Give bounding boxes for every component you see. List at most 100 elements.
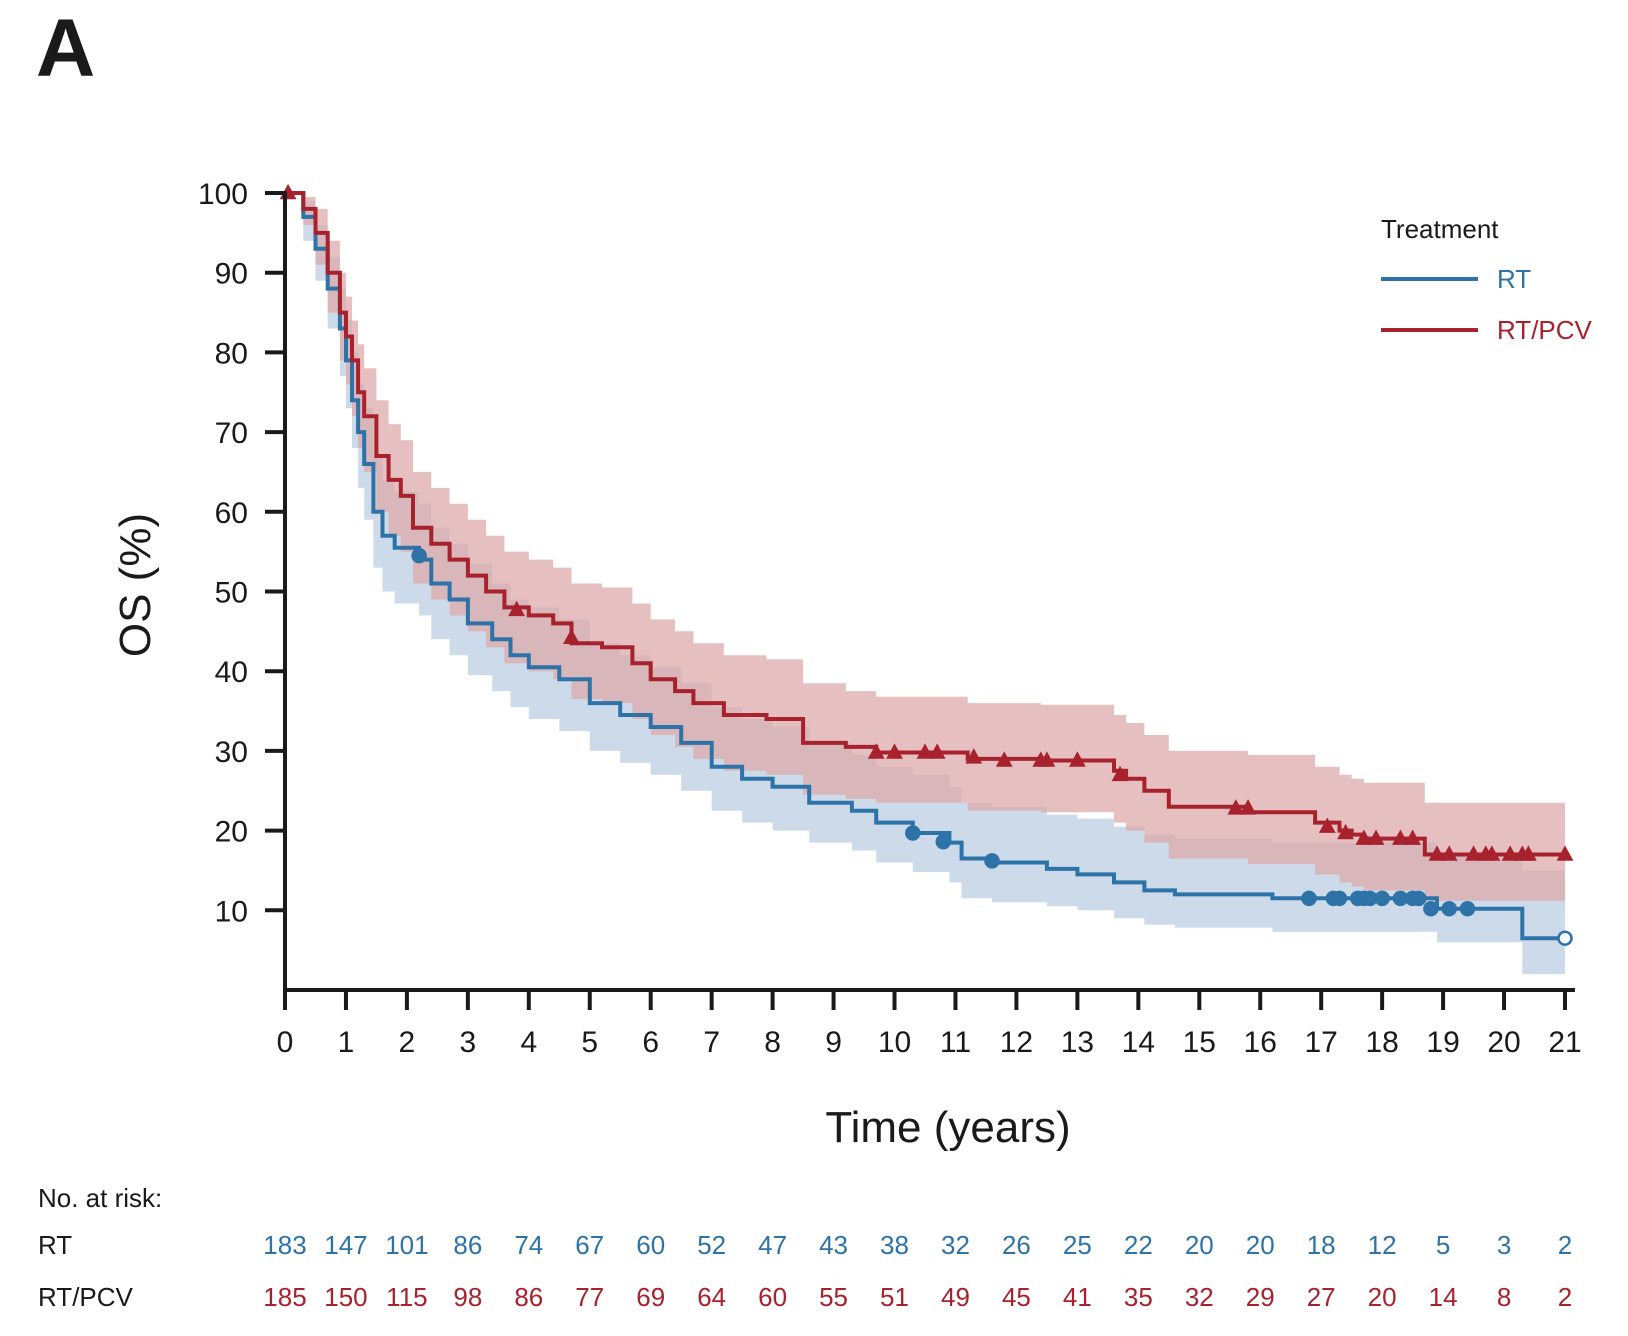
x-tick-label: 18 [1365, 1026, 1398, 1059]
censor-marker-rtpcv [1440, 845, 1458, 861]
legend: Treatment RT RT/PCV [1381, 214, 1593, 345]
censor-marker-rt [1459, 900, 1476, 917]
y-tick-label: 100 [198, 178, 248, 211]
risk-row-label: RT/PCV [38, 1282, 133, 1312]
censor-marker-rt [1374, 890, 1390, 907]
x-tick-label: 8 [764, 1026, 781, 1059]
risk-value: 25 [1062, 1230, 1092, 1260]
risk-value: 69 [636, 1282, 666, 1312]
x-tick-label: 13 [1061, 1026, 1094, 1059]
risk-value: 32 [1184, 1282, 1214, 1312]
risk-row-label: RT [38, 1230, 73, 1260]
censor-marker-rtpcv [1337, 823, 1354, 840]
risk-value: 101 [385, 1230, 429, 1260]
y-tick-label: 60 [215, 497, 248, 530]
x-tick-label: 10 [878, 1026, 911, 1059]
censor-marker-rt [411, 547, 427, 564]
risk-value: 12 [1367, 1230, 1397, 1260]
x-tick-label: 21 [1548, 1026, 1581, 1059]
risk-value: 27 [1306, 1282, 1336, 1312]
censor-marker-rtpcv [1483, 845, 1501, 861]
censor-marker-rtpcv [965, 748, 983, 764]
y-tick-label: 90 [215, 258, 248, 291]
censor-marker-rt [905, 825, 921, 841]
legend-label-rtpcv: RT/PCV [1497, 315, 1593, 345]
risk-value: 183 [263, 1230, 307, 1260]
censor-marker-rtpcv [1355, 829, 1373, 845]
censor-marker-rt [1331, 890, 1348, 907]
risk-row-rt: RT 183 147 101 86 74 67 60 52 47 43 38 32 26 25 22 20 20… [0, 1230, 1628, 1264]
risk-value: 20 [1184, 1230, 1214, 1260]
risk-value: 55 [819, 1282, 849, 1312]
censor-marker-rtpcv [995, 751, 1013, 767]
risk-value: 43 [819, 1230, 849, 1260]
risk-value: 98 [453, 1282, 483, 1312]
censor-marker-rtpcv [1038, 751, 1056, 767]
x-tick-label: 20 [1487, 1026, 1520, 1059]
survival-curve-rtpcv [285, 191, 1565, 857]
risk-value: 49 [941, 1282, 970, 1312]
x-tick-label: 1 [338, 1026, 355, 1059]
x-tick-label: 5 [581, 1026, 598, 1059]
risk-value: 45 [1001, 1282, 1031, 1312]
legend-title: Treatment [1381, 214, 1499, 244]
risk-value: 185 [263, 1282, 307, 1312]
censor-marker-rtpcv [1367, 829, 1385, 845]
y-tick-label: 40 [215, 656, 248, 689]
risk-value: 86 [453, 1230, 483, 1260]
censor-marker-rtpcv [1428, 845, 1446, 861]
censor-marker-rt [1557, 930, 1573, 946]
risk-table-title: No. at risk: [38, 1183, 163, 1213]
risk-row-rtpcv: RT/PCV 185 150 115 98 86 77 69 64 60 55 51 49 45 41 35… [0, 1282, 1628, 1316]
risk-value: 29 [1245, 1282, 1275, 1312]
risk-value: 22 [1123, 1230, 1153, 1260]
censor-marker-rt [1410, 890, 1427, 907]
x-tick-label: 9 [825, 1026, 842, 1059]
censor-marker-rtpcv [916, 743, 934, 759]
risk-value: 3 [1496, 1230, 1512, 1260]
risk-value: 20 [1367, 1282, 1397, 1312]
censor-marker-rt [1301, 890, 1317, 907]
x-tick-label: 7 [703, 1026, 720, 1059]
censor-marker-rtpcv [1227, 799, 1245, 815]
risk-value: 5 [1435, 1230, 1451, 1260]
risk-value: 77 [575, 1282, 605, 1312]
y-tick-label: 70 [215, 417, 248, 450]
risk-value: 51 [880, 1282, 909, 1312]
risk-value: 35 [1123, 1282, 1153, 1312]
censor-marker-rtpcv [1556, 845, 1574, 861]
censor-marker-rt [1441, 900, 1457, 917]
risk-value: 32 [941, 1230, 970, 1260]
censor-marker-rtpcv [1465, 845, 1482, 861]
risk-value: 150 [324, 1282, 368, 1312]
censor-marker-rtpcv [886, 743, 903, 759]
x-tick-label: 15 [1183, 1026, 1216, 1059]
legend-label-rt: RT [1497, 264, 1531, 294]
censor-marker-rtpcv [1392, 829, 1409, 845]
censor-marker-rt [1423, 900, 1439, 917]
y-axis-title: OS (%) [111, 513, 160, 657]
x-axis-title: Time (years) [825, 1103, 1070, 1152]
x-tick-label: 4 [520, 1026, 537, 1059]
censor-marker-rtpcv [1520, 845, 1537, 861]
risk-value: 38 [880, 1230, 909, 1260]
x-tick-label: 2 [399, 1026, 416, 1059]
censor-marker-rtpcv [508, 600, 526, 617]
censor-marker-rtpcv [867, 743, 885, 759]
risk-value: 67 [575, 1230, 605, 1260]
confidence-bands [285, 193, 1565, 975]
x-tick-label: 11 [940, 1026, 971, 1059]
risk-value: 115 [386, 1282, 428, 1312]
survival-curve-rt [285, 191, 1565, 941]
risk-value: 60 [758, 1282, 788, 1312]
y-tick-label: 30 [215, 736, 248, 769]
survival-curves [285, 191, 1565, 941]
x-tick-label: 12 [1000, 1026, 1033, 1059]
risk-value: 14 [1428, 1282, 1458, 1312]
x-tick-label: 19 [1426, 1026, 1459, 1059]
risk-value: 20 [1245, 1230, 1275, 1260]
censor-marker-rtpcv [928, 743, 946, 759]
x-tick-label: 16 [1244, 1026, 1277, 1059]
